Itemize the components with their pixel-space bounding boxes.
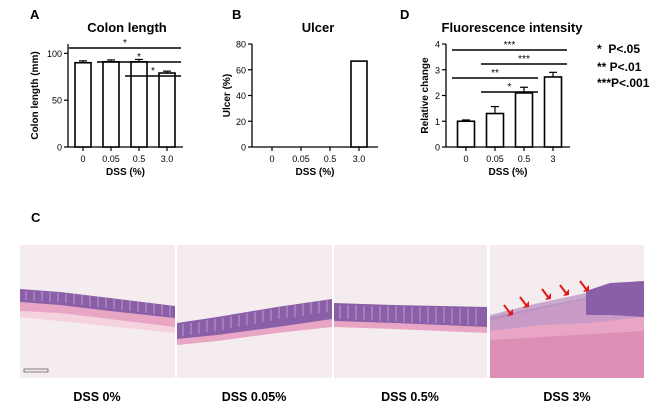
y-tick-label: 1	[435, 117, 440, 127]
bar	[514, 92, 534, 148]
histology-image-0	[20, 245, 175, 378]
panel-letter-a: A	[30, 7, 40, 22]
y-tick-label: 50	[52, 96, 62, 106]
significance-label: ***	[504, 40, 516, 51]
y-tick-label: 4	[435, 40, 440, 50]
x-axis-label: DSS (%)	[296, 167, 335, 178]
bar	[130, 60, 148, 148]
fluorescence-chart: Fluorescence intensity 0 1 2 3 4 Relative chan…	[420, 20, 583, 178]
legend-p01: ** P<.01	[597, 60, 642, 74]
x-tick-label: 0	[463, 154, 468, 164]
significance-label: *	[508, 82, 512, 93]
ulcer-arrows	[503, 280, 589, 316]
chart-title: Colon length	[87, 20, 166, 35]
x-axis-label: DSS (%)	[489, 167, 528, 178]
y-tick-label: 20	[236, 117, 246, 127]
x-tick-label: 0.5	[324, 154, 337, 164]
legend-p001: ***P<.001	[597, 76, 650, 90]
x-tick-label: 0	[80, 154, 85, 164]
y-axis-label: Colon length (mm)	[30, 51, 41, 139]
x-tick-label: 3.0	[161, 154, 174, 164]
x-tick-label: 0	[269, 154, 274, 164]
histology-label-3: DSS 3%	[543, 390, 591, 404]
histology-label-0: DSS 0%	[73, 390, 121, 404]
x-tick-label: 3.0	[353, 154, 366, 164]
bar	[102, 60, 120, 148]
significance-label: *	[151, 66, 155, 77]
ulcer-chart: Ulcer 0 20 40 60 80 Ulcer (%) 0 0.05 0.5 3.0 DSS (%…	[222, 20, 378, 178]
x-tick-label: 0.05	[292, 154, 310, 164]
y-tick-label: 80	[236, 40, 246, 50]
y-tick-label: 60	[236, 65, 246, 75]
bar	[158, 72, 176, 148]
y-tick-label: 40	[236, 91, 246, 101]
y-tick-label: 0	[241, 143, 246, 153]
x-tick-label: 3	[550, 154, 555, 164]
x-tick-label: 0.05	[102, 154, 120, 164]
y-tick-label: 3	[435, 65, 440, 75]
y-axis-label: Relative change	[420, 57, 431, 134]
x-tick-label: 0.5	[133, 154, 146, 164]
panel-letter-d: D	[400, 7, 409, 22]
legend-p05: * P<.05	[597, 42, 641, 56]
x-tick-label: 0.5	[518, 154, 531, 164]
significance-label: *	[137, 52, 141, 63]
panel-letter-c: C	[31, 210, 41, 225]
y-tick-label: 0	[435, 143, 440, 153]
panel-letter-b: B	[232, 7, 241, 22]
y-tick-label: 0	[57, 143, 62, 153]
x-axis-label: DSS (%)	[106, 167, 145, 178]
y-tick-label: 100	[47, 49, 62, 59]
bar	[456, 120, 476, 148]
bar	[74, 61, 92, 148]
y-axis-label: Ulcer (%)	[222, 74, 233, 117]
histology-image-3	[490, 245, 644, 378]
y-tick-label: 2	[435, 91, 440, 101]
significance-label: ***	[518, 54, 530, 65]
bar	[485, 112, 505, 148]
colon-length-chart: Colon length 0 50 100 Colon length (mm) 0 0.05…	[30, 20, 183, 178]
x-tick-label: 0.05	[486, 154, 504, 164]
scale-bar	[23, 368, 49, 373]
chart-title: Fluorescence intensity	[442, 20, 584, 35]
histology-image-2	[334, 245, 487, 378]
histology-label-1: DSS 0.05%	[221, 390, 287, 404]
histology-label-2: DSS 0.5%	[381, 390, 439, 404]
significance-label: **	[491, 68, 499, 79]
bar	[543, 76, 563, 148]
significance-label: *	[123, 38, 127, 49]
histology-image-1	[177, 245, 332, 378]
bar	[350, 60, 368, 148]
chart-title: Ulcer	[302, 20, 335, 35]
